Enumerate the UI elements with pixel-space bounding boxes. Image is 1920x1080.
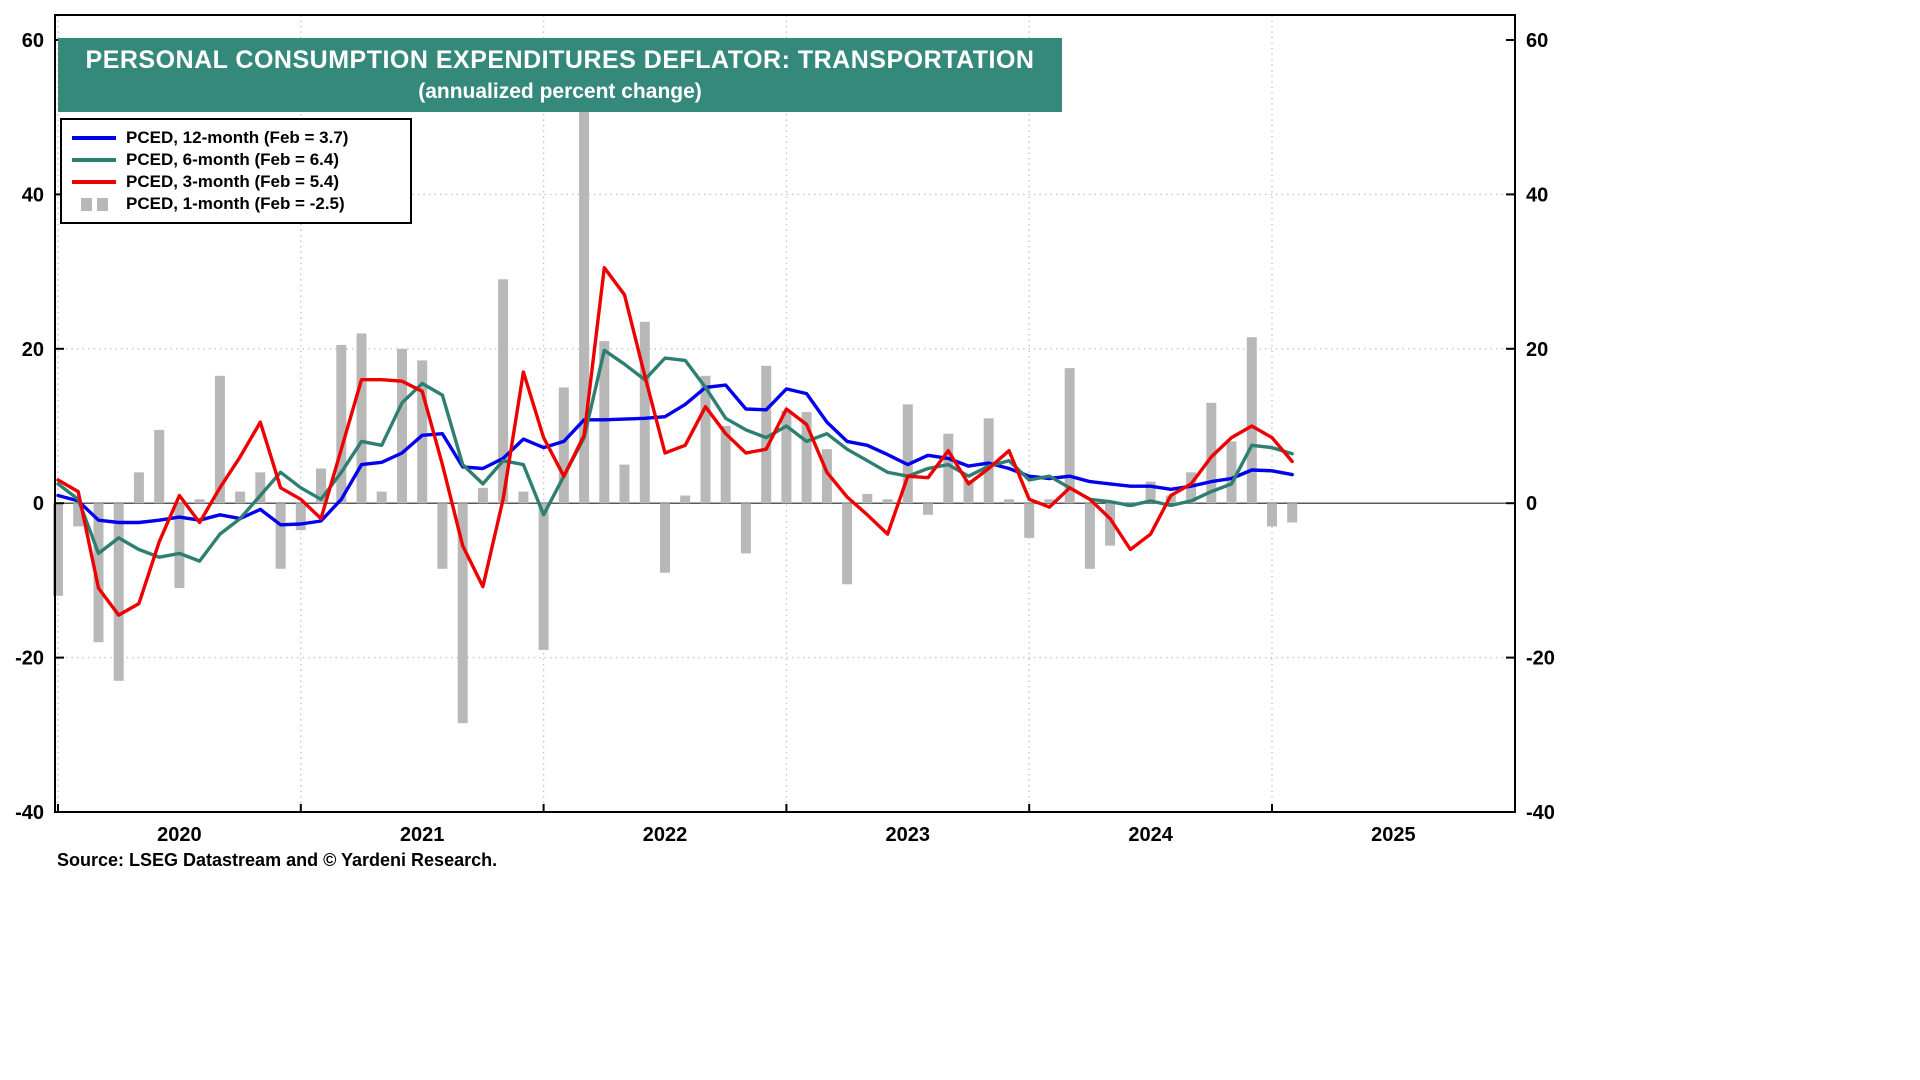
x-axis-year-label: 2020 xyxy=(157,824,202,846)
legend-item-3-month: PCED, 3-month (Feb = 5.4) xyxy=(70,171,402,193)
x-axis-year-label: 2022 xyxy=(643,824,688,846)
legend-swatch-3-month xyxy=(70,180,118,184)
y-axis-label-right: 40 xyxy=(1526,184,1548,206)
legend-swatch-12-month xyxy=(70,136,118,140)
chart-title: PERSONAL CONSUMPTION EXPENDITURES DEFLAT… xyxy=(85,46,1035,74)
x-axis-year-label: 2025 xyxy=(1371,824,1416,846)
y-axis-label-left: 40 xyxy=(22,184,44,206)
legend-item-6-month: PCED, 6-month (Feb = 6.4) xyxy=(70,149,402,171)
y-axis-label-left: -20 xyxy=(15,648,44,670)
y-axis-label-left: 0 xyxy=(33,493,44,515)
legend-label-1-month: PCED, 1-month (Feb = -2.5) xyxy=(126,194,345,213)
line-pced-3-month xyxy=(56,266,1294,617)
legend: PCED, 12-month (Feb = 3.7) PCED, 6-month… xyxy=(60,118,412,224)
y-axis-label-right: 20 xyxy=(1526,339,1548,361)
source-note: Source: LSEG Datastream and © Yardeni Re… xyxy=(57,850,498,870)
y-axis-label-right: 0 xyxy=(1526,493,1537,515)
line-pced-12-month xyxy=(56,383,1294,527)
y-axis-label-right: -20 xyxy=(1526,648,1555,670)
legend-swatch-1-month-bars xyxy=(70,197,118,211)
bars-1-month xyxy=(53,109,1298,724)
x-axis-year-label: 2024 xyxy=(1128,824,1173,846)
y-axis-label-right: -40 xyxy=(1526,802,1555,824)
legend-item-1-month: PCED, 1-month (Feb = -2.5) xyxy=(70,193,402,215)
legend-label-6-month: PCED, 6-month (Feb = 6.4) xyxy=(126,150,339,169)
legend-label-3-month: PCED, 3-month (Feb = 5.4) xyxy=(126,172,339,191)
y-axis-label-right: 60 xyxy=(1526,30,1548,52)
y-axis-label-left: 20 xyxy=(22,339,44,361)
y-axis-label-left: -40 xyxy=(15,802,44,824)
x-axis-year-label: 2023 xyxy=(886,824,931,846)
x-axis-year-label: 2021 xyxy=(400,824,445,846)
plot-frame xyxy=(54,14,1516,813)
legend-swatch-6-month xyxy=(70,158,118,162)
chart-title-banner: PERSONAL CONSUMPTION EXPENDITURES DEFLAT… xyxy=(58,38,1062,112)
y-axis-label-left: 60 xyxy=(22,30,44,52)
legend-label-12-month: PCED, 12-month (Feb = 3.7) xyxy=(126,128,349,147)
legend-item-12-month: PCED, 12-month (Feb = 3.7) xyxy=(70,127,402,149)
chart-subtitle: (annualized percent change) xyxy=(418,80,702,103)
